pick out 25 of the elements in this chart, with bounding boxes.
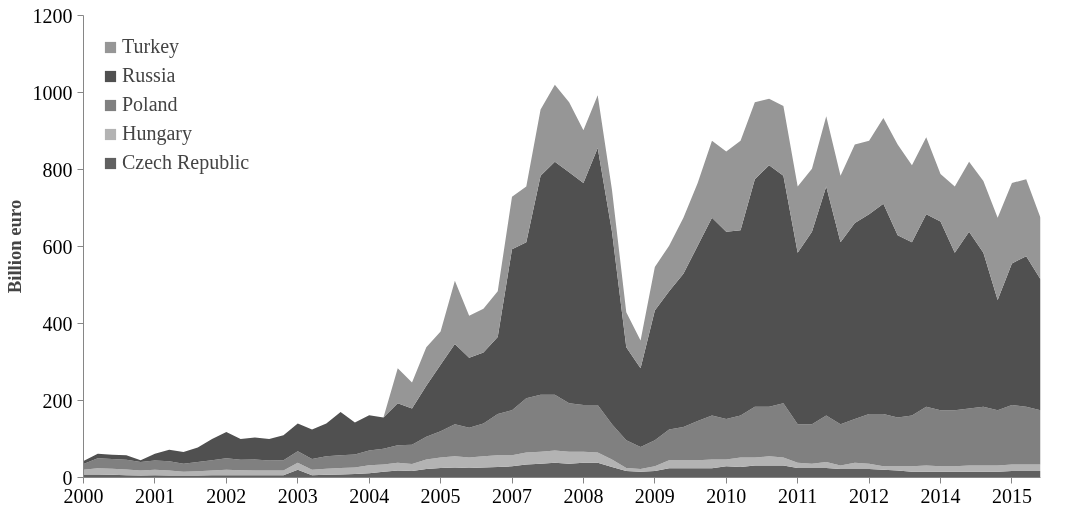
y-tick-label: 800 bbox=[42, 158, 73, 181]
x-tick-label: 2010 bbox=[706, 484, 747, 507]
y-tick-label: 400 bbox=[42, 312, 73, 335]
x-tick-label: 2015 bbox=[991, 484, 1032, 507]
legend-label: Czech Republic bbox=[122, 151, 250, 174]
y-tick-label: 1000 bbox=[32, 81, 73, 104]
x-tick-label: 2001 bbox=[134, 484, 175, 507]
legend-label: Turkey bbox=[122, 35, 180, 58]
x-tick-label: 2005 bbox=[420, 484, 461, 507]
x-tick-label: 2009 bbox=[634, 484, 675, 507]
legend-label: Poland bbox=[122, 93, 178, 116]
x-tick-label: 2007 bbox=[492, 484, 533, 507]
y-tick-label: 600 bbox=[42, 235, 73, 258]
x-tick-label: 2002 bbox=[206, 484, 247, 507]
x-tick-label: 2003 bbox=[277, 484, 318, 507]
y-axis-title: Billion euro bbox=[3, 199, 25, 294]
x-tick-label: 2012 bbox=[849, 484, 890, 507]
y-tick-label: 200 bbox=[42, 389, 73, 412]
x-tick-label: 2004 bbox=[349, 484, 390, 507]
x-tick-label: 2014 bbox=[920, 484, 961, 507]
x-tick-label: 2008 bbox=[563, 484, 604, 507]
legend-label: Russia bbox=[122, 64, 176, 87]
x-tick-label: 2011 bbox=[778, 484, 818, 507]
legend-label: Hungary bbox=[122, 122, 192, 145]
y-tick-label: 1200 bbox=[32, 4, 73, 27]
